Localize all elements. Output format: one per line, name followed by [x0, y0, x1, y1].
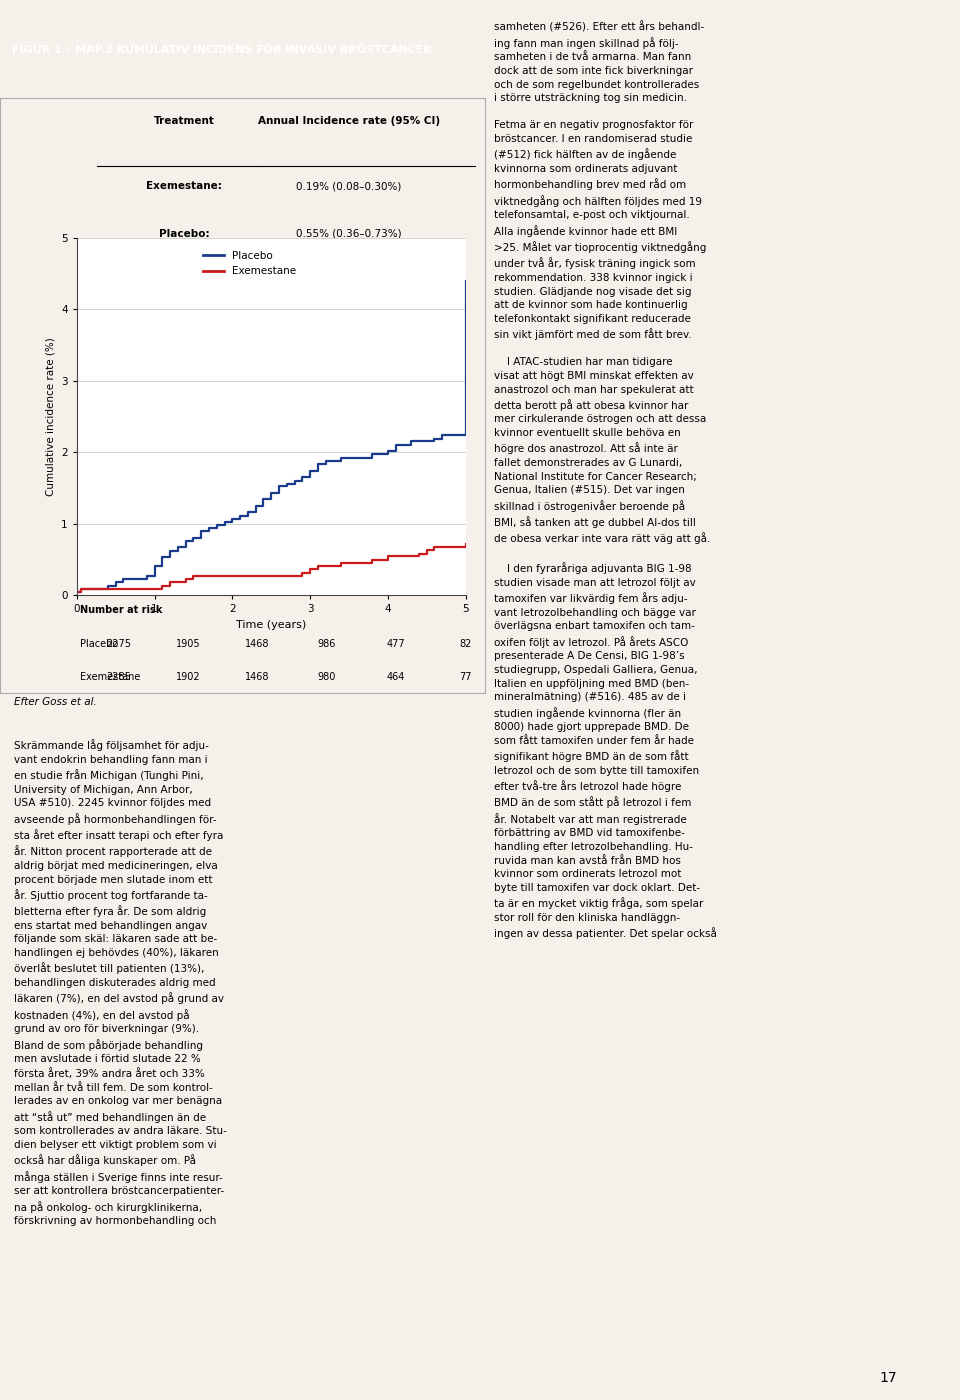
Text: Efter Goss et al.: Efter Goss et al. — [14, 697, 97, 707]
Text: 2285: 2285 — [106, 672, 131, 682]
Text: 77: 77 — [459, 672, 472, 682]
Text: P value=0.002: P value=0.002 — [238, 323, 324, 335]
Text: 82: 82 — [460, 638, 471, 648]
Text: 1905: 1905 — [176, 638, 201, 648]
Text: Exemestane: Exemestane — [81, 672, 141, 682]
Text: 1902: 1902 — [176, 672, 201, 682]
Text: 477: 477 — [387, 638, 405, 648]
Text: 0.55% (0.36–0.73%): 0.55% (0.36–0.73%) — [297, 230, 402, 239]
Text: Placebo:: Placebo: — [159, 230, 209, 239]
Text: Exemestane:: Exemestane: — [146, 181, 222, 192]
Text: 0.19% (0.08–0.30%): 0.19% (0.08–0.30%) — [297, 181, 401, 192]
Text: Skrämmande låg följsamhet för adju-
vant endokrin behandling fann man i
en studi: Skrämmande låg följsamhet för adju- vant… — [14, 739, 228, 1226]
Text: 986: 986 — [318, 638, 336, 648]
Text: 1468: 1468 — [245, 672, 270, 682]
Text: Hazard Ratio=0.35 (95% CI: 0.18–0.70): Hazard Ratio=0.35 (95% CI: 0.18–0.70) — [179, 277, 384, 287]
Text: 17: 17 — [879, 1372, 897, 1386]
Text: Placebo: Placebo — [81, 638, 118, 648]
Y-axis label: Cumulative incidence rate (%): Cumulative incidence rate (%) — [45, 337, 56, 496]
Text: 980: 980 — [318, 672, 336, 682]
X-axis label: Time (years): Time (years) — [236, 620, 306, 630]
Text: FIGUR 1 – MAP.3 KUMULATIV INCIDENS FÖR INVASIV BRÖSTCANCER: FIGUR 1 – MAP.3 KUMULATIV INCIDENS FÖR I… — [12, 45, 432, 56]
Text: Number at risk: Number at risk — [81, 605, 162, 615]
Legend: Placebo, Exemestane: Placebo, Exemestane — [199, 246, 300, 280]
Text: 1468: 1468 — [245, 638, 270, 648]
Text: Treatment: Treatment — [154, 116, 215, 126]
Text: samheten (#526). Efter ett års behandl-
ing fann man ingen skillnad på följ-
sam: samheten (#526). Efter ett års behandl- … — [494, 21, 717, 939]
Text: 464: 464 — [387, 672, 405, 682]
Text: Annual Incidence rate (95% CI): Annual Incidence rate (95% CI) — [258, 116, 440, 126]
Text: 2275: 2275 — [106, 638, 131, 648]
